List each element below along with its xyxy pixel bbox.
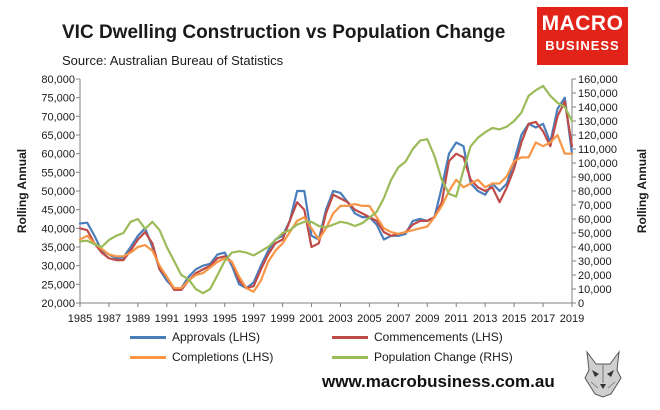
legend-label: Commencements (LHS) bbox=[374, 330, 503, 344]
logo-line-2: BUSINESS bbox=[545, 38, 620, 53]
y-tick-label-left: 55,000 bbox=[41, 167, 75, 179]
y-tick-label-left: 45,000 bbox=[41, 205, 75, 217]
series-line-1 bbox=[78, 96, 574, 290]
x-tick-label: 1985 bbox=[68, 313, 92, 325]
y-tick-label-left: 35,000 bbox=[41, 242, 75, 254]
x-tick-label: 1987 bbox=[97, 313, 121, 325]
y-axis-label-right: Rolling Annual bbox=[635, 149, 649, 233]
y-tick-label-left: 70,000 bbox=[41, 111, 75, 123]
y-tick-label-right: 90,000 bbox=[578, 172, 612, 184]
y-tick-label-right: 150,000 bbox=[578, 88, 618, 100]
y-tick-label-right: 70,000 bbox=[578, 200, 612, 212]
legend-label: Approvals (LHS) bbox=[172, 330, 261, 344]
x-tick-label: 2007 bbox=[386, 313, 410, 325]
x-tick-label: 2003 bbox=[328, 313, 352, 325]
y-tick-label-right: 60,000 bbox=[578, 214, 612, 226]
y-tick-label-right: 10,000 bbox=[578, 284, 612, 296]
legend-swatch bbox=[130, 355, 166, 359]
legend-swatch bbox=[130, 335, 166, 339]
logo-line-1: MACRO bbox=[541, 12, 624, 35]
y-tick-label-right: 40,000 bbox=[578, 242, 612, 254]
y-tick-label-left: 80,000 bbox=[41, 74, 75, 86]
legend-item-3: Completions (LHS) bbox=[130, 350, 273, 364]
series-line-4 bbox=[78, 84, 574, 295]
y-tick-label-right: 120,000 bbox=[578, 130, 618, 142]
x-tick-label: 2005 bbox=[357, 313, 381, 325]
series-line-2 bbox=[78, 100, 574, 291]
wolf-icon bbox=[584, 350, 622, 398]
legend-item-1: Approvals (LHS) bbox=[130, 330, 260, 344]
y-tick-label-right: 140,000 bbox=[578, 102, 618, 114]
chart-axes: 20,000 25,000 30,000 35,000 40,000 45,000 50,0… bbox=[41, 74, 617, 325]
website-link[interactable]: www.macrobusiness.com.au bbox=[322, 372, 555, 391]
y-axis-label-left: Rolling Annual bbox=[15, 149, 29, 233]
y-tick-label-right: 160,000 bbox=[578, 74, 618, 86]
y-tick-label-right: 80,000 bbox=[578, 186, 612, 198]
y-tick-label-right: 0 bbox=[578, 298, 584, 310]
x-tick-label: 1995 bbox=[212, 313, 236, 325]
legend-label: Completions (LHS) bbox=[172, 350, 274, 364]
legend-label: Population Change (RHS) bbox=[374, 350, 513, 364]
x-tick-label: 1999 bbox=[270, 313, 294, 325]
y-tick-label-right: 50,000 bbox=[578, 228, 612, 240]
legend-swatch bbox=[332, 335, 368, 339]
x-tick-label: 2019 bbox=[560, 313, 584, 325]
y-tick-label-left: 75,000 bbox=[41, 93, 75, 105]
x-tick-label: 2009 bbox=[415, 313, 439, 325]
legend-item-2: Commencements (LHS) bbox=[332, 330, 503, 344]
y-tick-label-left: 30,000 bbox=[41, 261, 75, 273]
legend-swatch bbox=[332, 355, 368, 359]
y-tick-label-left: 65,000 bbox=[41, 130, 75, 142]
chart-subtitle: Source: Australian Bureau of Statistics bbox=[62, 53, 284, 68]
y-tick-label-left: 60,000 bbox=[41, 149, 75, 161]
x-tick-label: 2015 bbox=[502, 313, 526, 325]
x-tick-label: 1991 bbox=[155, 313, 179, 325]
chart-title: VIC Dwelling Construction vs Population … bbox=[62, 22, 506, 43]
y-tick-label-right: 20,000 bbox=[578, 270, 612, 282]
y-tick-label-right: 130,000 bbox=[578, 116, 618, 128]
x-tick-label: 2001 bbox=[299, 313, 323, 325]
x-tick-label: 2011 bbox=[444, 313, 468, 325]
y-tick-label-right: 30,000 bbox=[578, 256, 612, 268]
x-tick-label: 2017 bbox=[531, 313, 555, 325]
y-tick-label-left: 40,000 bbox=[41, 223, 75, 235]
y-tick-label-left: 20,000 bbox=[41, 298, 75, 310]
chart-series-layer bbox=[78, 84, 574, 295]
macrobusiness-logo[interactable]: MACRO BUSINESS bbox=[537, 7, 628, 65]
legend-item-4: Population Change (RHS) bbox=[332, 350, 513, 364]
y-tick-label-right: 110,000 bbox=[578, 144, 617, 156]
y-tick-label-left: 50,000 bbox=[41, 186, 75, 198]
x-tick-label: 2013 bbox=[473, 313, 497, 325]
x-tick-label: 1997 bbox=[241, 313, 265, 325]
y-tick-label-left: 25,000 bbox=[41, 279, 75, 291]
x-tick-label: 1989 bbox=[126, 313, 150, 325]
x-tick-label: 1993 bbox=[184, 313, 208, 325]
y-tick-label-right: 100,000 bbox=[578, 158, 618, 170]
